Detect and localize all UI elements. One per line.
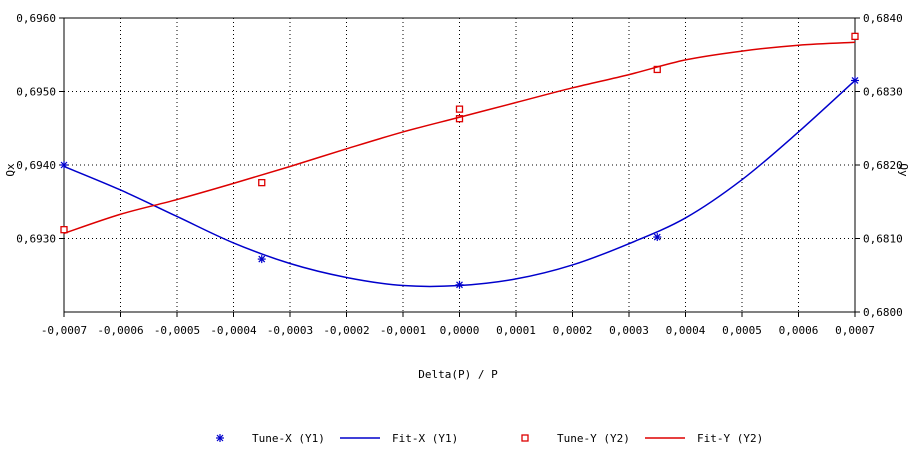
legend-square-swatch xyxy=(521,434,529,442)
legend-label: Fit-Y (Y2) xyxy=(697,432,763,445)
y-right-tick-label: 0,6830 xyxy=(863,86,903,99)
data-point-square xyxy=(60,226,68,234)
y-right-tick-label: 0,6840 xyxy=(863,12,903,25)
x-tick-label: -0,0001 xyxy=(380,324,426,337)
series-line xyxy=(63,79,856,288)
y-left-tick-label: 0,6930 xyxy=(16,233,56,246)
legend-label: Tune-X (Y1) xyxy=(252,432,325,445)
y-right-axis-label: Qy xyxy=(897,163,910,177)
y-right-tick-label: 0,6820 xyxy=(863,159,903,172)
y-left-tick-label: 0,6940 xyxy=(16,159,56,172)
y-left-tick-label: 0,6960 xyxy=(16,12,56,25)
x-tick-label: -0,0005 xyxy=(154,324,200,337)
legend-label: Fit-X (Y1) xyxy=(392,432,458,445)
x-tick-label: 0,0007 xyxy=(835,324,875,337)
series-line xyxy=(63,41,856,235)
y-left-axis-label: Qx xyxy=(4,163,17,177)
x-tick-label: -0,0004 xyxy=(210,324,257,337)
data-point-star xyxy=(257,255,266,264)
x-tick-label: -0,0002 xyxy=(323,324,369,337)
x-tick-label: 0,0002 xyxy=(553,324,593,337)
x-axis-label: Delta(P) / P xyxy=(418,368,498,381)
x-tick-label: 0,0004 xyxy=(666,324,706,337)
data-point-square xyxy=(455,105,464,113)
data-point-square xyxy=(258,178,266,187)
x-tick-label: 0,0006 xyxy=(779,324,819,337)
x-tick-label: 0,0003 xyxy=(609,324,649,337)
data-point-star xyxy=(60,161,68,169)
x-tick-label: 0,0005 xyxy=(722,324,762,337)
x-tick-label: -0,0007 xyxy=(41,324,87,337)
y-right-tick-label: 0,6810 xyxy=(863,233,903,246)
legend-label: Tune-Y (Y2) xyxy=(557,432,630,445)
x-tick-label: -0,0006 xyxy=(97,324,143,337)
data-point-star xyxy=(653,233,662,242)
x-tick-label: 0,0001 xyxy=(496,324,536,337)
y-right-tick-label: 0,6800 xyxy=(863,306,903,319)
y-left-tick-label: 0,6950 xyxy=(16,86,56,99)
data-point-square xyxy=(851,32,859,41)
x-tick-label: -0,0003 xyxy=(267,324,313,337)
x-tick-label: 0,0000 xyxy=(440,324,480,337)
legend-star-swatch xyxy=(216,434,224,442)
